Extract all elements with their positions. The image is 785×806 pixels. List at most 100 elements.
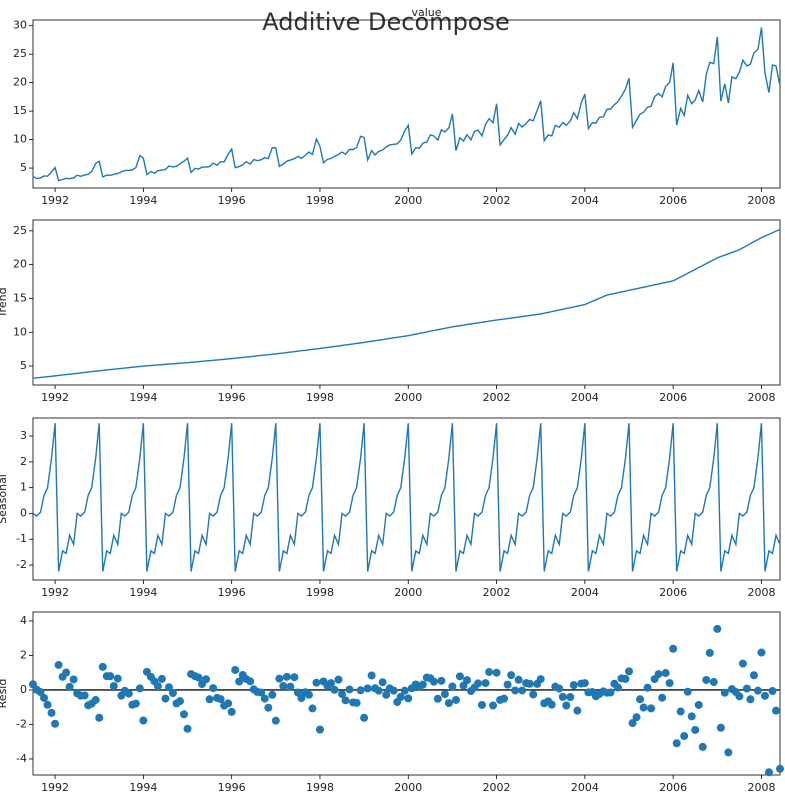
point xyxy=(363,684,372,693)
point xyxy=(709,678,718,687)
point xyxy=(518,686,527,695)
point xyxy=(330,685,339,694)
point xyxy=(429,677,438,686)
series-line xyxy=(32,228,781,379)
point xyxy=(760,691,769,700)
point xyxy=(36,688,45,697)
x-tick-label: 1994 xyxy=(129,586,157,599)
point xyxy=(164,683,173,692)
subplot-title: value xyxy=(411,6,441,19)
point xyxy=(713,624,722,633)
point xyxy=(231,665,240,674)
y-tick-label: 10 xyxy=(13,133,27,146)
point xyxy=(334,675,343,684)
point xyxy=(268,690,277,699)
point xyxy=(304,690,313,699)
point xyxy=(558,692,567,701)
y-tick-label: 10 xyxy=(13,325,27,338)
point xyxy=(698,742,707,751)
x-tick-label: 1996 xyxy=(218,194,246,207)
point xyxy=(54,660,63,669)
point xyxy=(500,694,509,703)
x-tick-label: 2002 xyxy=(483,194,511,207)
point xyxy=(746,695,755,704)
point xyxy=(297,694,306,703)
point xyxy=(625,667,634,676)
point xyxy=(327,679,336,688)
point xyxy=(80,691,89,700)
point xyxy=(632,713,641,722)
y-tick-label: 25 xyxy=(13,47,27,60)
axes-frame xyxy=(32,417,781,581)
point xyxy=(639,703,648,712)
x-tick-label: 1996 xyxy=(218,781,246,794)
y-tick-label: 5 xyxy=(20,359,27,372)
point xyxy=(308,704,317,713)
point xyxy=(749,671,758,680)
point xyxy=(202,675,211,684)
point xyxy=(647,704,656,713)
point xyxy=(705,648,714,657)
x-tick-label: 2008 xyxy=(747,194,775,207)
x-tick-label: 2008 xyxy=(747,781,775,794)
point xyxy=(345,685,354,694)
y-tick-label: -2 xyxy=(16,558,27,571)
point xyxy=(474,679,483,688)
point xyxy=(672,739,681,748)
x-tick-label: 1996 xyxy=(218,586,246,599)
point xyxy=(106,672,115,681)
point xyxy=(69,675,78,684)
point xyxy=(525,679,534,688)
point xyxy=(183,724,192,733)
point xyxy=(360,713,369,722)
point xyxy=(257,688,266,697)
point xyxy=(51,719,60,728)
point xyxy=(216,695,225,704)
point xyxy=(65,682,74,691)
y-tick-label: 25 xyxy=(13,224,27,237)
point xyxy=(654,670,663,679)
point xyxy=(95,713,104,722)
point xyxy=(433,694,442,703)
y-tick-label: 15 xyxy=(13,291,27,304)
y-tick-label: 20 xyxy=(13,258,27,271)
point xyxy=(536,675,545,684)
point xyxy=(658,693,667,702)
point xyxy=(338,690,347,699)
point xyxy=(161,694,170,703)
point xyxy=(680,732,689,741)
point xyxy=(547,700,556,709)
point xyxy=(246,677,255,686)
point xyxy=(205,695,214,704)
x-tick-label: 2006 xyxy=(659,586,687,599)
x-tick-label: 1998 xyxy=(306,586,334,599)
point xyxy=(91,695,100,704)
point xyxy=(400,686,409,695)
point xyxy=(235,677,244,686)
x-tick-label: 2002 xyxy=(483,391,511,404)
x-tick-label: 1994 xyxy=(129,781,157,794)
point xyxy=(702,675,711,684)
point xyxy=(176,697,185,706)
point xyxy=(451,695,460,704)
point xyxy=(378,678,387,687)
x-tick-label: 2008 xyxy=(747,586,775,599)
x-tick-label: 2006 xyxy=(659,391,687,404)
point xyxy=(764,768,773,777)
point xyxy=(437,676,446,685)
point xyxy=(448,682,457,691)
point xyxy=(628,719,637,728)
x-tick-label: 1998 xyxy=(306,781,334,794)
point xyxy=(224,699,233,708)
point xyxy=(580,679,589,688)
point xyxy=(194,673,203,682)
point xyxy=(40,693,49,702)
point xyxy=(374,686,383,695)
point xyxy=(661,669,670,678)
y-tick-label: -1 xyxy=(16,532,27,545)
x-tick-label: 1996 xyxy=(218,391,246,404)
x-tick-label: 2006 xyxy=(659,781,687,794)
subplot: -2 -1 0 1 2 3 1992 1994 1996 1998 2000 2002 2004 2006… xyxy=(0,417,781,599)
point xyxy=(555,684,564,693)
x-tick-label: 2004 xyxy=(571,781,599,794)
